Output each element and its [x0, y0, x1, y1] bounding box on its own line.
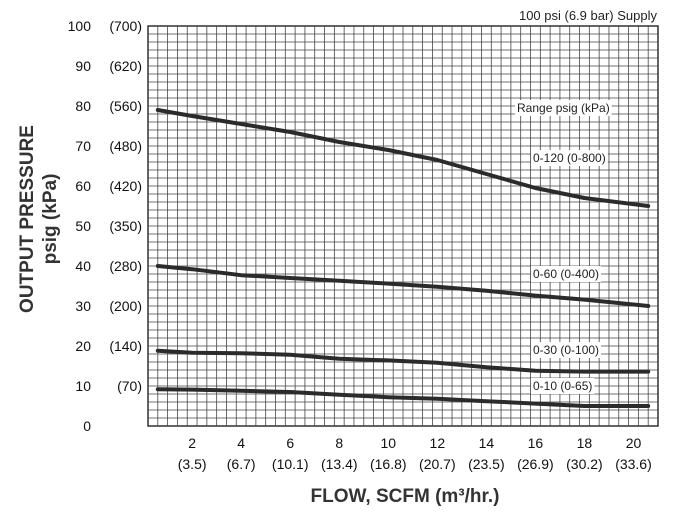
chart-series-group — [155, 108, 651, 408]
series-line-2 — [155, 264, 651, 308]
x-tick-label: 16 — [528, 435, 544, 451]
y-tick-sublabel: (350) — [109, 218, 142, 234]
x-tick-label: 18 — [577, 435, 593, 451]
x-tick-label: 10 — [380, 435, 396, 451]
y-tick-label: 0 — [83, 418, 91, 434]
x-tick-sublabel: (3.5) — [178, 456, 207, 472]
y-tick-label: 90 — [75, 58, 91, 74]
y-tick-label: 80 — [75, 98, 91, 114]
y-tick-label: 30 — [75, 298, 91, 314]
y-tick-sublabel: (560) — [109, 98, 142, 114]
y-tick-label: 70 — [75, 138, 91, 154]
series-label-1: 0-120 (0-800) — [533, 151, 606, 165]
x-tick-sublabel: (33.6) — [615, 456, 652, 472]
x-tick-label: 2 — [188, 435, 196, 451]
x-tick-sublabel: (10.1) — [272, 456, 309, 472]
x-tick-sublabel: (6.7) — [227, 456, 256, 472]
x-tick-label: 14 — [479, 435, 495, 451]
y-tick-label: 60 — [75, 178, 91, 194]
series-labels-group: 0-120 (0-800) 0-60 (0-400) 0-30 (0-100) 0-1… — [515, 100, 612, 394]
x-tick-label: 4 — [237, 435, 245, 451]
x-tick-sublabel: (20.7) — [419, 456, 456, 472]
x-tick-label: 8 — [335, 435, 343, 451]
y-tick-sublabel: (700) — [109, 18, 142, 34]
x-tick-sublabel: (23.5) — [468, 456, 505, 472]
y-tick-sublabel: (280) — [109, 258, 142, 274]
series-label-background — [531, 378, 595, 394]
series-label-background — [531, 266, 602, 282]
series-label-3: 0-30 (0-100) — [533, 343, 599, 357]
y-tick-label: 100 — [68, 18, 92, 34]
y-tick-sublabel: (200) — [109, 298, 142, 314]
x-tick-sublabel: (16.8) — [370, 456, 407, 472]
series-line-4 — [155, 387, 651, 408]
y-tick-label: 50 — [75, 218, 91, 234]
x-tick-label: 6 — [286, 435, 294, 451]
legend-title-background — [515, 100, 612, 116]
chart-grid — [147, 25, 659, 427]
series-line-3 — [155, 348, 651, 374]
legend-title: Range psig (kPa) — [517, 101, 610, 115]
y-tick-sublabel: (140) — [109, 338, 142, 354]
y-axis-title-line1: OUTPUT PRESSURE — [17, 125, 38, 313]
x-tick-sublabel: (26.9) — [517, 456, 554, 472]
x-tick-label: 12 — [430, 435, 446, 451]
x-tick-sublabel: (13.4) — [321, 456, 358, 472]
x-tick-sublabel: (30.2) — [566, 456, 603, 472]
supply-note: 100 psi (6.9 bar) Supply — [519, 8, 658, 23]
tick-labels-group: 0 10 (70) 20 (140) 30 (200) 40 (280) 50 (350) 60 (42… — [68, 18, 652, 472]
x-tick-label: 20 — [626, 435, 642, 451]
y-tick-label: 10 — [75, 378, 91, 394]
y-tick-sublabel: (420) — [109, 178, 142, 194]
y-tick-label: 20 — [75, 338, 91, 354]
y-tick-sublabel: (480) — [109, 138, 142, 154]
y-tick-sublabel: (620) — [109, 58, 142, 74]
y-tick-sublabel: (70) — [117, 378, 142, 394]
y-axis-title-line2: psig (kPa) — [40, 174, 61, 265]
series-label-background — [531, 150, 608, 166]
y-tick-label: 40 — [75, 258, 91, 274]
series-label-background — [531, 342, 602, 358]
series-label-4: 0-10 (0-65) — [533, 379, 592, 393]
x-axis-title: FLOW, SCFM (m³/hr.) — [311, 486, 500, 507]
series-line-1 — [155, 108, 651, 208]
series-label-2: 0-60 (0-400) — [533, 267, 599, 281]
